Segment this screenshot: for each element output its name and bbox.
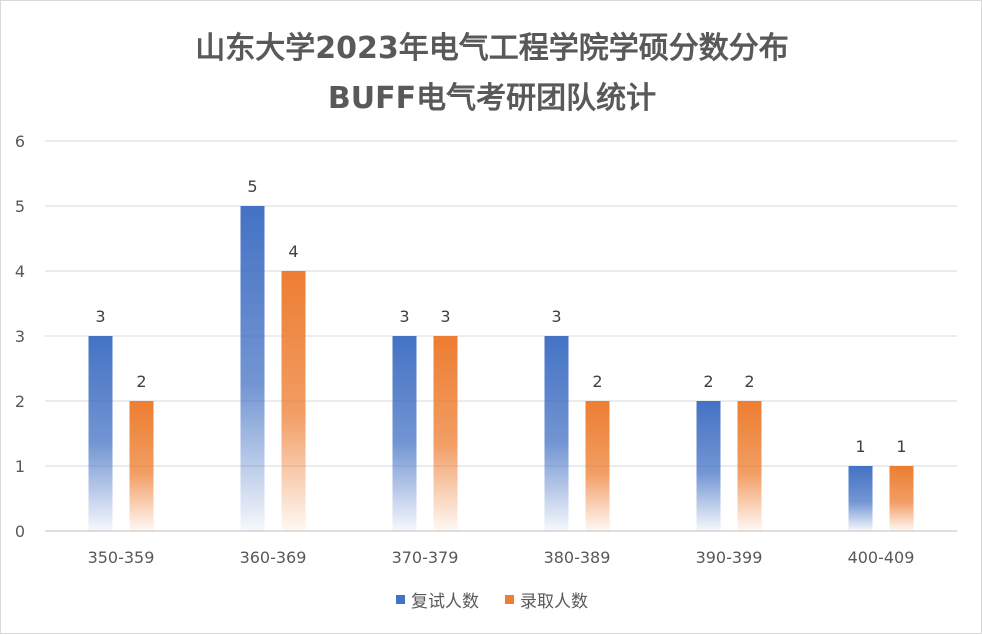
bars <box>88 206 914 531</box>
bar-1-1[interactable] <box>281 271 306 531</box>
x-tick-label: 350-359 <box>88 548 155 567</box>
legend-item-series-1[interactable]: 录取人数 <box>505 587 588 612</box>
chart-title: 山东大学2023年电气工程学院学硕分数分布 <box>195 31 789 66</box>
data-label: 3 <box>551 307 561 326</box>
bar-0-2[interactable] <box>392 336 417 531</box>
data-label: 2 <box>592 372 602 391</box>
legend-swatch-series-0 <box>396 595 405 604</box>
data-label: 2 <box>703 372 713 391</box>
data-label: 3 <box>95 307 105 326</box>
bar-1-3[interactable] <box>585 401 610 531</box>
legend: 复试人数 录取人数 <box>1 587 982 612</box>
data-label: 1 <box>855 437 865 456</box>
bar-1-2[interactable] <box>433 336 458 531</box>
bar-1-0[interactable] <box>129 401 154 531</box>
bar-0-0[interactable] <box>88 336 113 531</box>
bar-0-5[interactable] <box>848 466 873 531</box>
y-tick-label: 3 <box>15 327 25 346</box>
gridlines <box>45 140 957 532</box>
data-label: 4 <box>288 242 298 261</box>
x-tick-label: 390-399 <box>696 548 763 567</box>
chart-subtitle: BUFF电气考研团队统计 <box>327 81 657 116</box>
data-labels: 3 2 5 4 3 3 3 2 2 2 1 1 <box>95 177 906 456</box>
y-tick-label: 4 <box>15 262 25 281</box>
x-axis-ticks: 350-359 360-369 370-379 380-389 390-399 400-4… <box>88 548 915 567</box>
y-tick-label: 6 <box>15 132 25 151</box>
legend-label-series-0: 复试人数 <box>411 592 479 612</box>
y-axis-ticks: 0 1 2 3 4 5 6 <box>15 132 25 541</box>
bar-0-3[interactable] <box>544 336 569 531</box>
data-label: 3 <box>399 307 409 326</box>
x-tick-label: 400-409 <box>848 548 915 567</box>
x-tick-label: 370-379 <box>392 548 459 567</box>
data-label: 2 <box>136 372 146 391</box>
bar-1-5[interactable] <box>889 466 914 531</box>
bar-0-4[interactable] <box>696 401 721 531</box>
data-label: 5 <box>247 177 257 196</box>
bar-0-1[interactable] <box>240 206 265 531</box>
x-tick-label: 380-389 <box>544 548 611 567</box>
y-tick-label: 2 <box>15 392 25 411</box>
legend-label-series-1: 录取人数 <box>520 592 588 612</box>
y-tick-label: 0 <box>15 522 25 541</box>
bar-1-4[interactable] <box>737 401 762 531</box>
legend-swatch-series-1 <box>505 595 514 604</box>
data-label: 3 <box>440 307 450 326</box>
data-label: 2 <box>744 372 754 391</box>
x-tick-label: 360-369 <box>240 548 307 567</box>
y-tick-label: 1 <box>15 457 25 476</box>
legend-item-series-0[interactable]: 复试人数 <box>396 587 479 612</box>
y-tick-label: 5 <box>15 197 25 216</box>
data-label: 1 <box>896 437 906 456</box>
